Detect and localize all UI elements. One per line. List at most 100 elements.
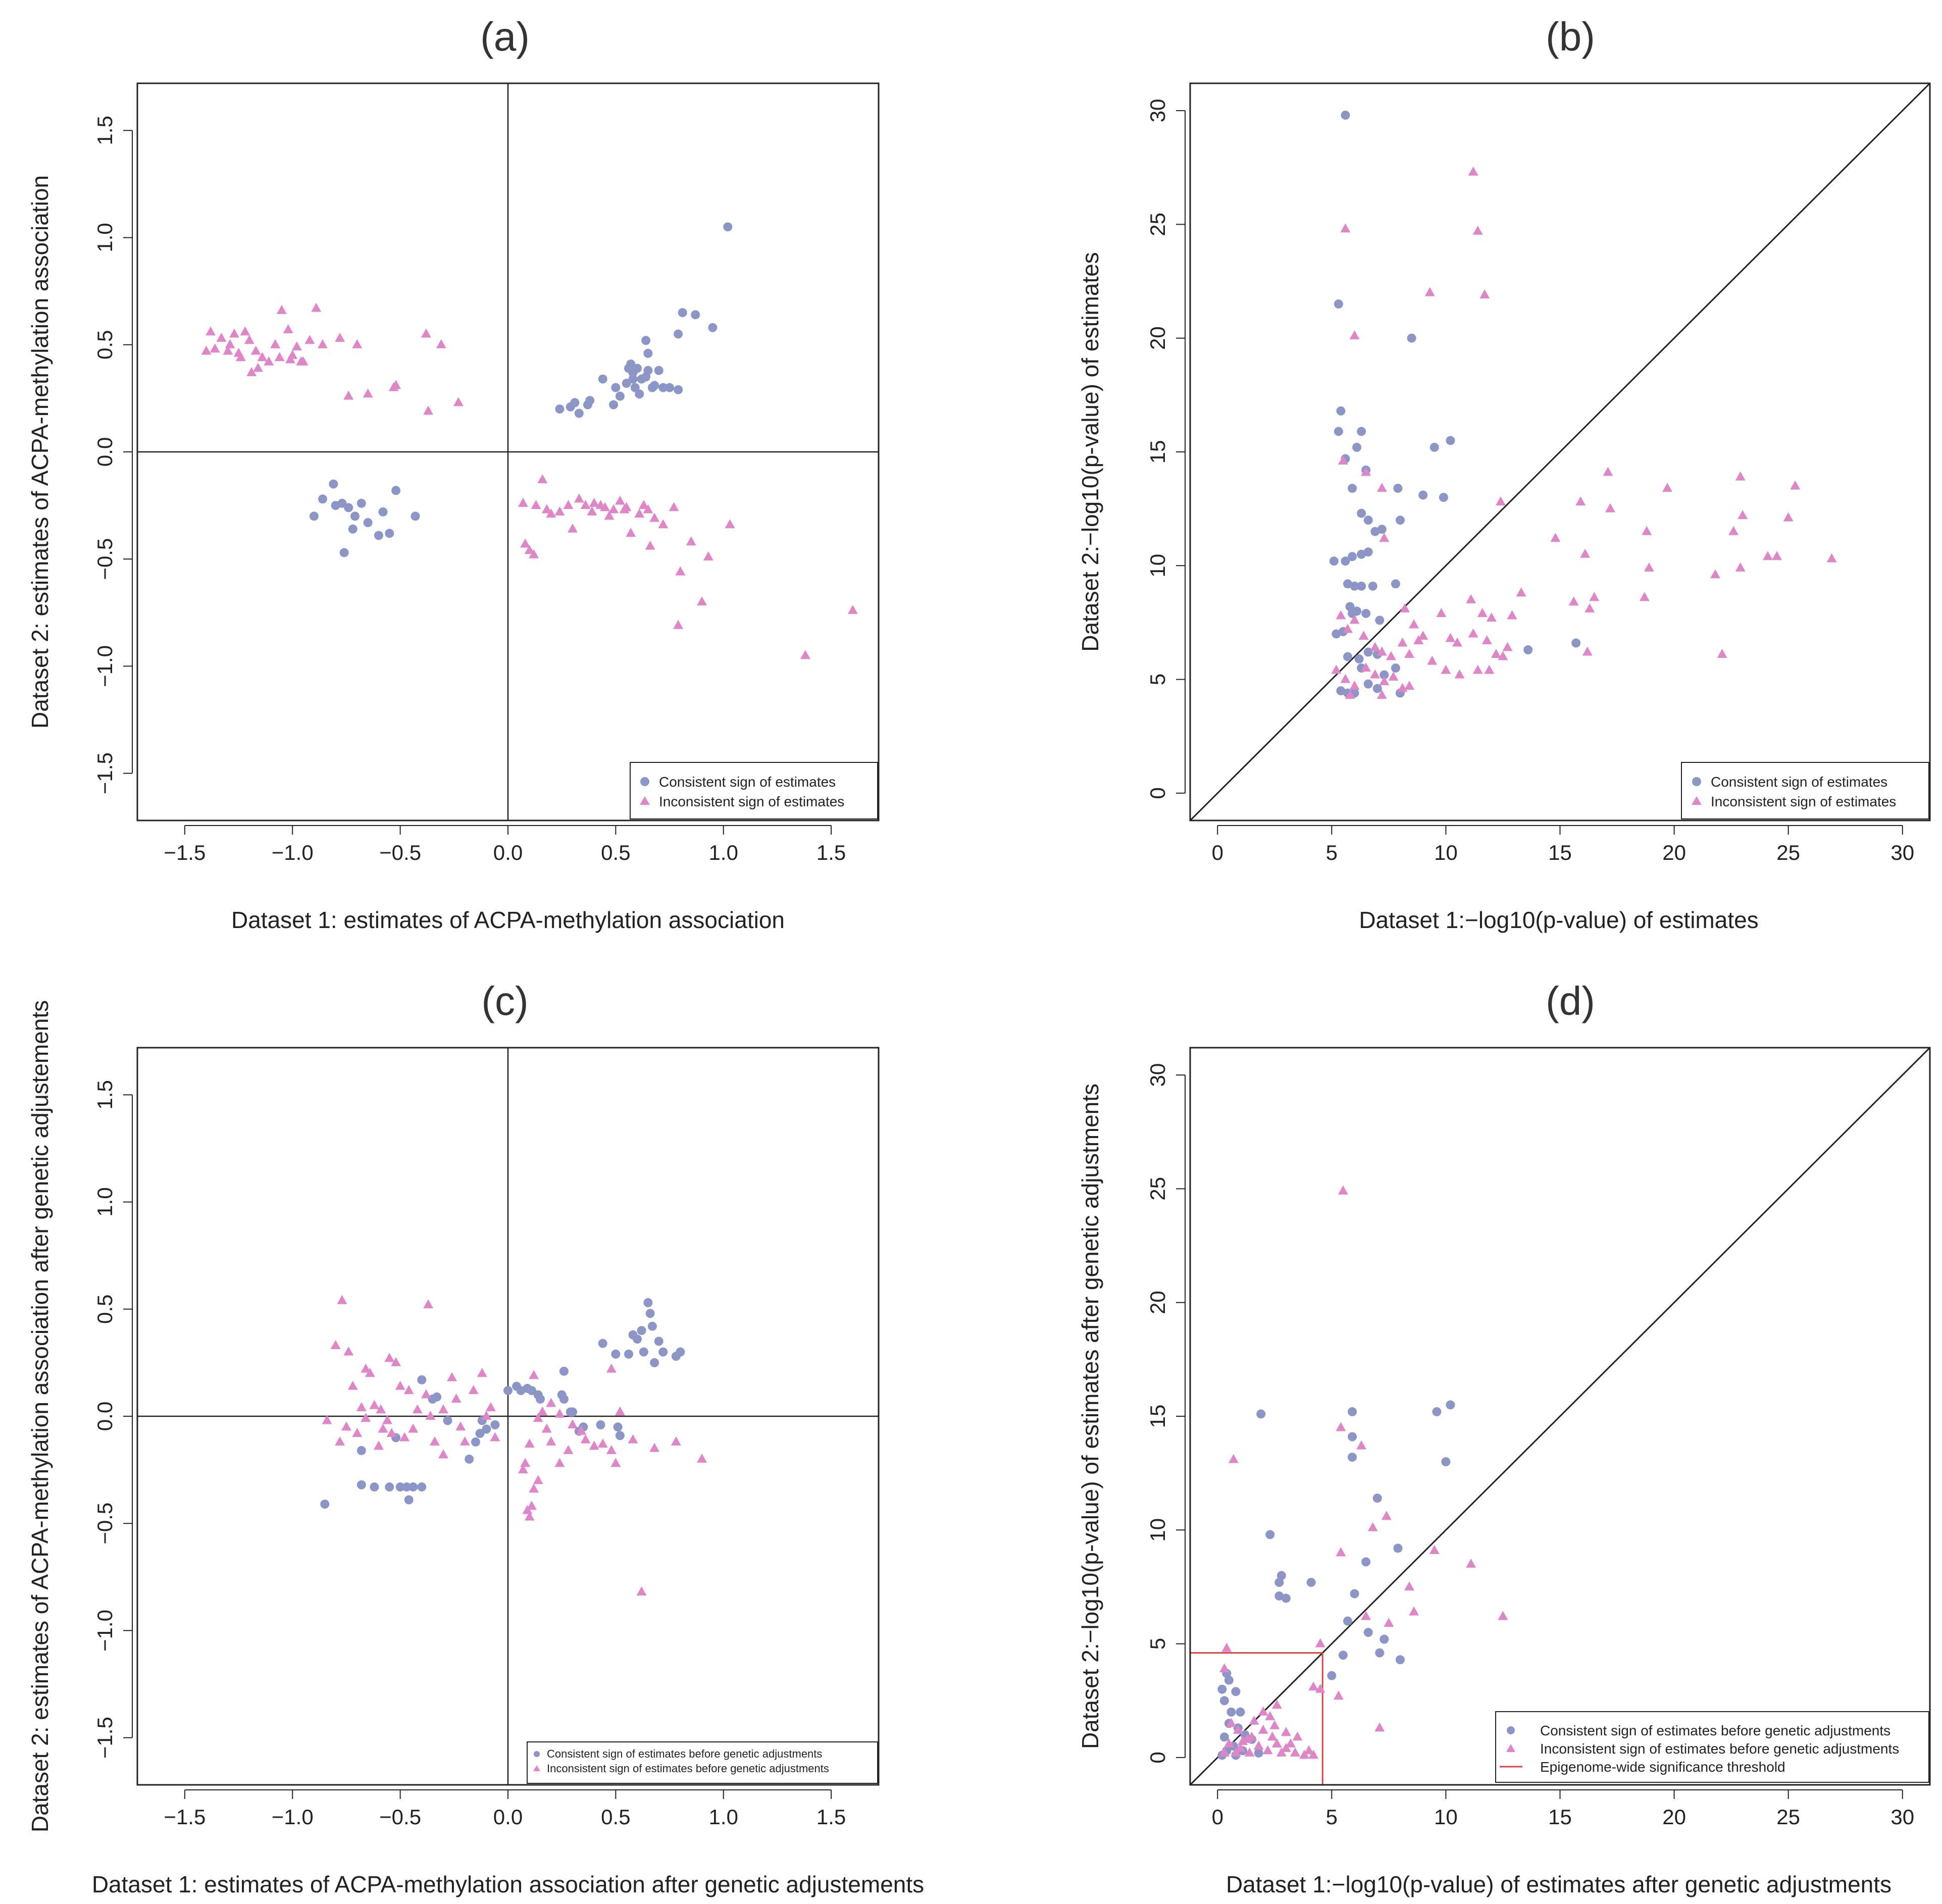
point-consistent bbox=[1327, 1671, 1337, 1680]
point-inconsistent bbox=[518, 497, 528, 507]
point-inconsistent bbox=[1271, 1700, 1282, 1709]
x-tick-label: 30 bbox=[1890, 1805, 1914, 1829]
point-inconsistent bbox=[1228, 1454, 1239, 1463]
x-tick-label: 15 bbox=[1548, 841, 1572, 864]
point-consistent bbox=[708, 323, 718, 332]
point-consistent bbox=[650, 1358, 659, 1367]
y-tick-label: 25 bbox=[1146, 213, 1169, 236]
point-inconsistent bbox=[459, 1436, 470, 1446]
point-inconsistent bbox=[643, 504, 653, 513]
legend-inconsistent-marker bbox=[1692, 796, 1702, 805]
point-inconsistent bbox=[574, 493, 584, 503]
point-inconsistent bbox=[382, 1415, 393, 1424]
point-consistent bbox=[408, 1482, 418, 1492]
point-inconsistent bbox=[1249, 1715, 1259, 1725]
y-tick-label: −1.5 bbox=[93, 752, 117, 794]
point-inconsistent bbox=[485, 1402, 496, 1412]
point-inconsistent bbox=[1404, 649, 1415, 658]
point-inconsistent bbox=[541, 504, 552, 513]
point-inconsistent bbox=[1491, 649, 1501, 658]
panel-title: (c) bbox=[481, 979, 528, 1023]
point-inconsistent bbox=[1710, 569, 1720, 579]
point-consistent bbox=[363, 518, 373, 528]
point-inconsistent bbox=[608, 504, 619, 513]
point-inconsistent bbox=[1361, 467, 1371, 476]
point-inconsistent bbox=[408, 1423, 419, 1433]
point-inconsistent bbox=[524, 1511, 535, 1521]
point-inconsistent bbox=[1404, 681, 1415, 690]
x-tick-label: 10 bbox=[1434, 1805, 1458, 1829]
point-consistent bbox=[1338, 1651, 1348, 1660]
point-consistent bbox=[432, 1392, 442, 1402]
point-inconsistent bbox=[423, 1299, 434, 1309]
point-consistent bbox=[417, 1375, 427, 1384]
point-inconsistent bbox=[1267, 1731, 1277, 1741]
point-consistent bbox=[391, 486, 401, 495]
point-inconsistent bbox=[1441, 664, 1451, 674]
point-consistent bbox=[1345, 602, 1355, 611]
point-inconsistent bbox=[1265, 1711, 1275, 1720]
point-consistent bbox=[665, 383, 675, 392]
point-consistent bbox=[1336, 686, 1346, 696]
y-tick-label: 5 bbox=[1146, 674, 1169, 685]
point-inconsistent bbox=[526, 1501, 537, 1510]
x-tick-label: 30 bbox=[1890, 841, 1914, 864]
point-inconsistent bbox=[1361, 662, 1371, 672]
legend-threshold-label: Epigenome-wide significance threshold bbox=[1540, 1759, 1785, 1775]
y-tick-label: 1.0 bbox=[93, 223, 117, 252]
point-inconsistent bbox=[1484, 664, 1495, 674]
point-consistent bbox=[385, 529, 394, 538]
point-inconsistent bbox=[524, 1438, 535, 1448]
point-consistent bbox=[624, 1349, 633, 1359]
point-inconsistent bbox=[1379, 533, 1390, 542]
plot-frame bbox=[1189, 82, 1931, 821]
point-inconsistent bbox=[276, 304, 287, 314]
point-inconsistent bbox=[216, 333, 227, 342]
point-inconsistent bbox=[520, 1458, 531, 1467]
point-inconsistent bbox=[628, 1434, 638, 1444]
point-inconsistent bbox=[1762, 551, 1773, 560]
point-inconsistent bbox=[229, 328, 240, 338]
point-consistent bbox=[1219, 1732, 1229, 1742]
point-consistent bbox=[1350, 581, 1359, 591]
point-consistent bbox=[1363, 516, 1373, 525]
point-inconsistent bbox=[1735, 471, 1746, 481]
point-inconsistent bbox=[1233, 1724, 1243, 1734]
point-consistent bbox=[1372, 1494, 1382, 1503]
point-consistent bbox=[1336, 406, 1346, 416]
panel-b: (b) 0 5 10 15 20 25 30 0 5 10 15 20 25 30 Dataset 1:−… bbox=[1077, 14, 1931, 933]
legend-consistent-marker bbox=[640, 777, 649, 786]
point-inconsistent bbox=[246, 367, 257, 376]
point-inconsistent bbox=[283, 324, 293, 334]
point-inconsistent bbox=[518, 1464, 528, 1474]
point-consistent bbox=[490, 1420, 500, 1429]
point-consistent bbox=[1348, 484, 1357, 493]
point-inconsistent bbox=[356, 1402, 367, 1412]
x-tick-label: −1.0 bbox=[272, 841, 314, 864]
point-inconsistent bbox=[686, 536, 696, 546]
point-consistent bbox=[630, 383, 640, 392]
y-axis-label: Dataset 2:−log10(p-value) of estimates bbox=[1077, 252, 1103, 651]
point-inconsistent bbox=[1221, 1642, 1232, 1652]
point-inconsistent bbox=[1349, 681, 1360, 690]
point-consistent bbox=[356, 1446, 366, 1455]
point-inconsistent bbox=[1737, 510, 1748, 520]
point-inconsistent bbox=[1258, 1706, 1268, 1716]
point-inconsistent bbox=[240, 326, 250, 336]
point-consistent bbox=[568, 1407, 578, 1417]
x-tick-label: 20 bbox=[1662, 1805, 1686, 1829]
point-consistent bbox=[1357, 427, 1366, 436]
y-tick-label: 0.5 bbox=[93, 330, 117, 359]
point-inconsistent bbox=[363, 388, 373, 398]
point-inconsistent bbox=[529, 549, 539, 558]
point-consistent bbox=[1274, 1591, 1284, 1601]
y-tick-label: 10 bbox=[1146, 554, 1169, 578]
point-inconsistent bbox=[384, 1353, 395, 1362]
point-inconsistent bbox=[533, 1475, 543, 1484]
point-inconsistent bbox=[1237, 1736, 1248, 1745]
point-inconsistent bbox=[1642, 526, 1652, 535]
point-inconsistent bbox=[537, 474, 548, 484]
point-inconsistent bbox=[697, 1453, 707, 1463]
point-inconsistent bbox=[373, 1440, 384, 1450]
y-tick-label: 30 bbox=[1146, 1063, 1169, 1087]
